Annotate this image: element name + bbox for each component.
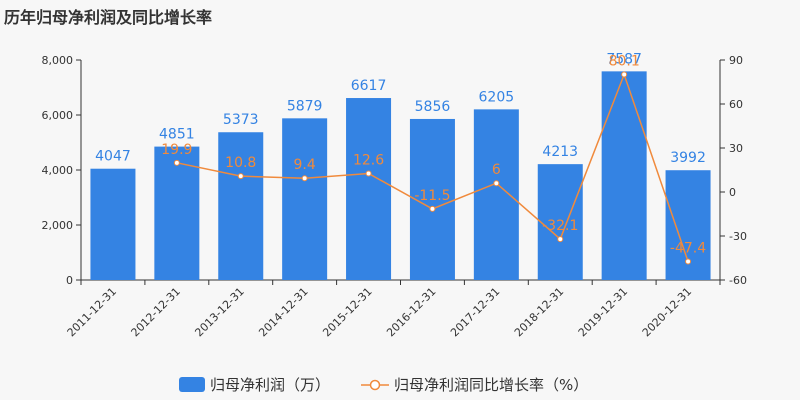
- bar-value-label: 5856: [415, 99, 451, 115]
- x-tick-label: 2018-12-31: [512, 285, 566, 339]
- y-right-tick-label: 0: [729, 186, 736, 199]
- growth-value-label: 19.9: [161, 142, 192, 158]
- bar: [601, 71, 647, 280]
- growth-point: [365, 170, 372, 177]
- growth-point: [173, 159, 180, 166]
- bar: [473, 109, 519, 280]
- x-tick-label: 2013-12-31: [192, 285, 246, 339]
- x-tick-label: 2011-12-31: [65, 285, 119, 339]
- x-tick-label: 2015-12-31: [320, 285, 374, 339]
- y-right-tick-label: 30: [729, 142, 743, 155]
- bar-value-label: 4213: [542, 144, 578, 160]
- y-right-tick-label: -60: [729, 274, 747, 287]
- bar-value-label: 4047: [95, 149, 131, 165]
- y-right-tick-label: -30: [729, 230, 747, 243]
- legend-line-marker: [369, 379, 381, 391]
- growth-point: [493, 180, 500, 187]
- bar-value-label: 7587: [606, 51, 642, 67]
- legend-bar-label: 归母净利润（万）: [210, 376, 330, 394]
- bar-value-label: 5879: [287, 98, 323, 114]
- x-tick-label: 2019-12-31: [576, 285, 630, 339]
- x-tick-label: 2017-12-31: [448, 285, 502, 339]
- growth-point: [621, 71, 628, 78]
- growth-value-label: 80.1: [609, 54, 640, 70]
- growth-point: [237, 173, 244, 180]
- growth-value-label: 9.4: [294, 157, 316, 173]
- bar: [409, 118, 455, 281]
- growth-value-label: -47.4: [670, 241, 706, 257]
- x-tick-label: 2020-12-31: [640, 285, 694, 339]
- y-left-tick-label: 0: [66, 274, 73, 287]
- bar: [218, 132, 264, 280]
- bar-value-label: 5373: [223, 112, 259, 128]
- bar: [346, 98, 392, 280]
- y-left-tick-label: 2,000: [42, 219, 74, 232]
- x-tick-label: 2012-12-31: [129, 285, 183, 339]
- bar: [537, 164, 583, 280]
- growth-point: [301, 175, 308, 182]
- x-tick-label: 2016-12-31: [384, 285, 438, 339]
- bar-value-label: 3992: [670, 150, 706, 166]
- growth-value-label: 12.6: [353, 153, 384, 169]
- growth-value-label: -11.5: [414, 188, 450, 204]
- growth-point: [557, 236, 564, 243]
- growth-point: [429, 205, 436, 212]
- chart-title: 历年归母净利润及同比增长率: [4, 8, 213, 27]
- bar: [154, 146, 200, 280]
- y-left-tick-label: 4,000: [42, 164, 74, 177]
- legend-line-label: 归母净利润同比增长率（%）: [394, 376, 588, 394]
- growth-point: [685, 258, 692, 265]
- growth-value-label: 10.8: [225, 155, 256, 171]
- y-left-tick-label: 8,000: [42, 54, 74, 67]
- y-left-tick-label: 6,000: [42, 109, 74, 122]
- bar-value-label: 6617: [351, 78, 387, 94]
- bar-value-label: 4851: [159, 127, 195, 143]
- bar-value-label: 6205: [479, 89, 515, 105]
- bar: [282, 118, 328, 280]
- legend-bar-swatch: [179, 377, 205, 392]
- x-tick-label: 2014-12-31: [256, 285, 310, 339]
- bar: [90, 168, 136, 280]
- y-right-tick-label: 60: [729, 98, 743, 111]
- y-right-tick-label: 90: [729, 54, 743, 67]
- growth-value-label: -32.1: [542, 218, 578, 234]
- growth-value-label: 6: [492, 162, 501, 178]
